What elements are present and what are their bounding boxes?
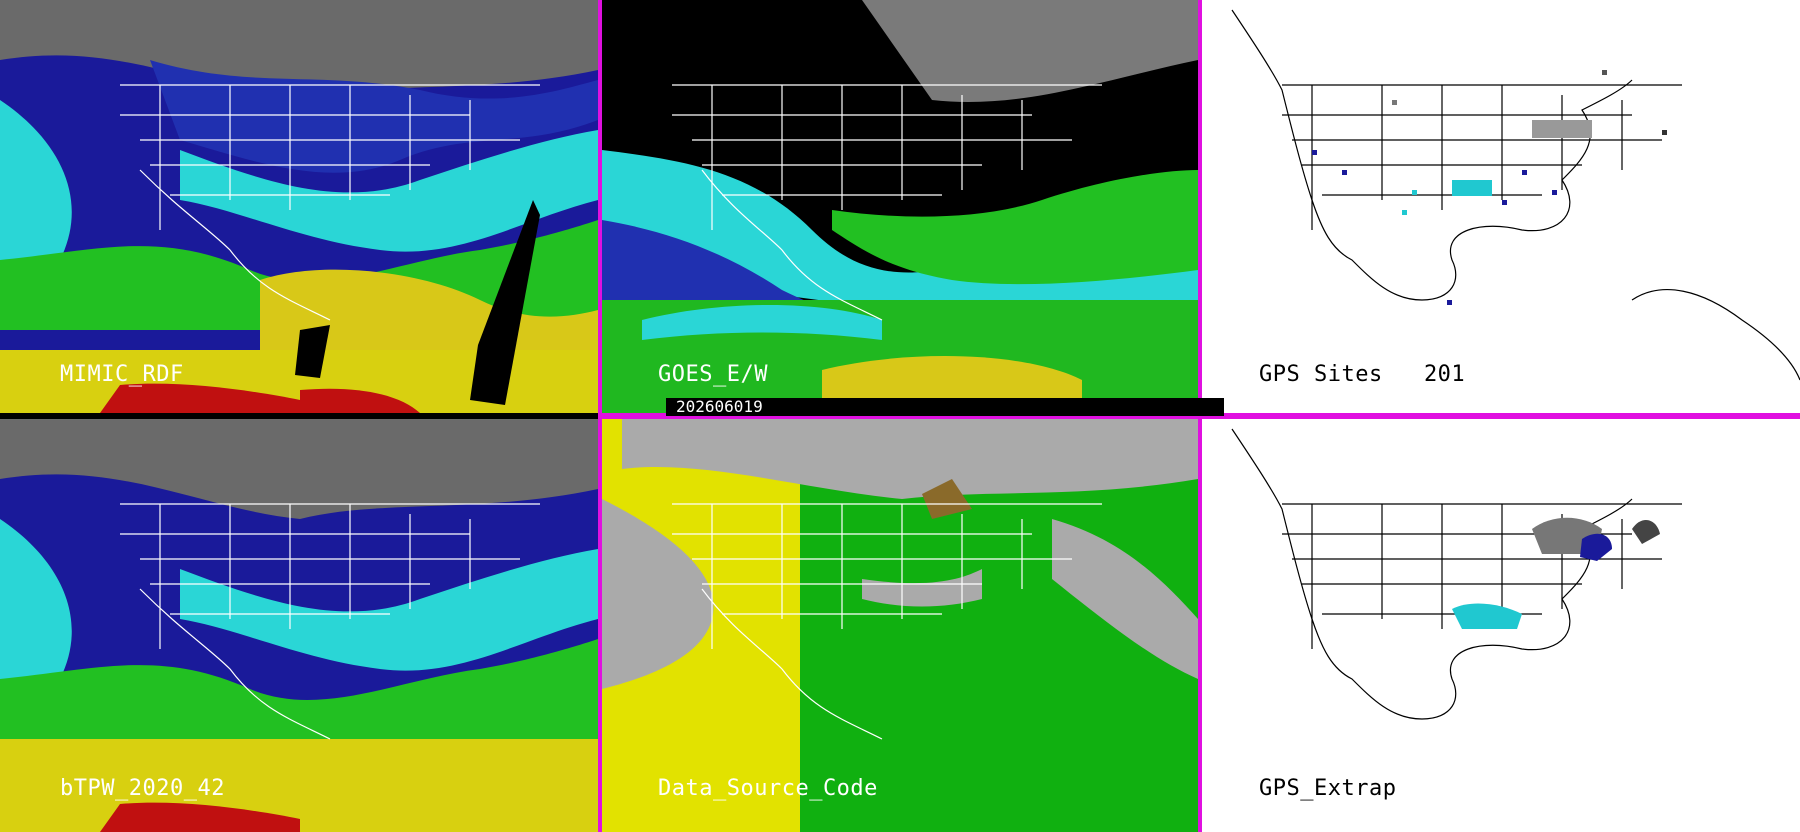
- panel-label: GOES_E/W: [658, 362, 768, 387]
- panel-divider-horizontal: [598, 413, 1202, 419]
- panel-label: bTPW_2020_42: [60, 776, 225, 801]
- goes-ew-panel: GOES_E/W: [602, 0, 1198, 413]
- data-source-code-map: [602, 419, 1198, 832]
- btpw-panel: bTPW_2020_42: [0, 419, 598, 832]
- mimic-rdf-panel: MIMIC_RDF: [0, 0, 598, 413]
- gps-sites-panel: GPS Sites 201: [1202, 0, 1800, 413]
- gps-extrap-map: [1202, 419, 1800, 832]
- panel-divider-horizontal: [1202, 413, 1800, 419]
- panel-label: GPS Sites 201: [1259, 362, 1466, 387]
- data-source-code-panel: Data_Source_Code: [602, 419, 1198, 832]
- panel-label: GPS_Extrap: [1259, 776, 1397, 801]
- panel-label: Data_Source_Code: [658, 776, 878, 801]
- gps-extrap-panel: GPS_Extrap: [1202, 419, 1800, 832]
- goes-ew-map: [602, 0, 1198, 413]
- gps-sites-map: [1202, 0, 1800, 413]
- btpw-map: [0, 419, 598, 832]
- mimic-rdf-map: [0, 0, 598, 413]
- panel-label: MIMIC_RDF: [60, 362, 184, 387]
- timestamp-bar: 202606019: [666, 398, 1224, 416]
